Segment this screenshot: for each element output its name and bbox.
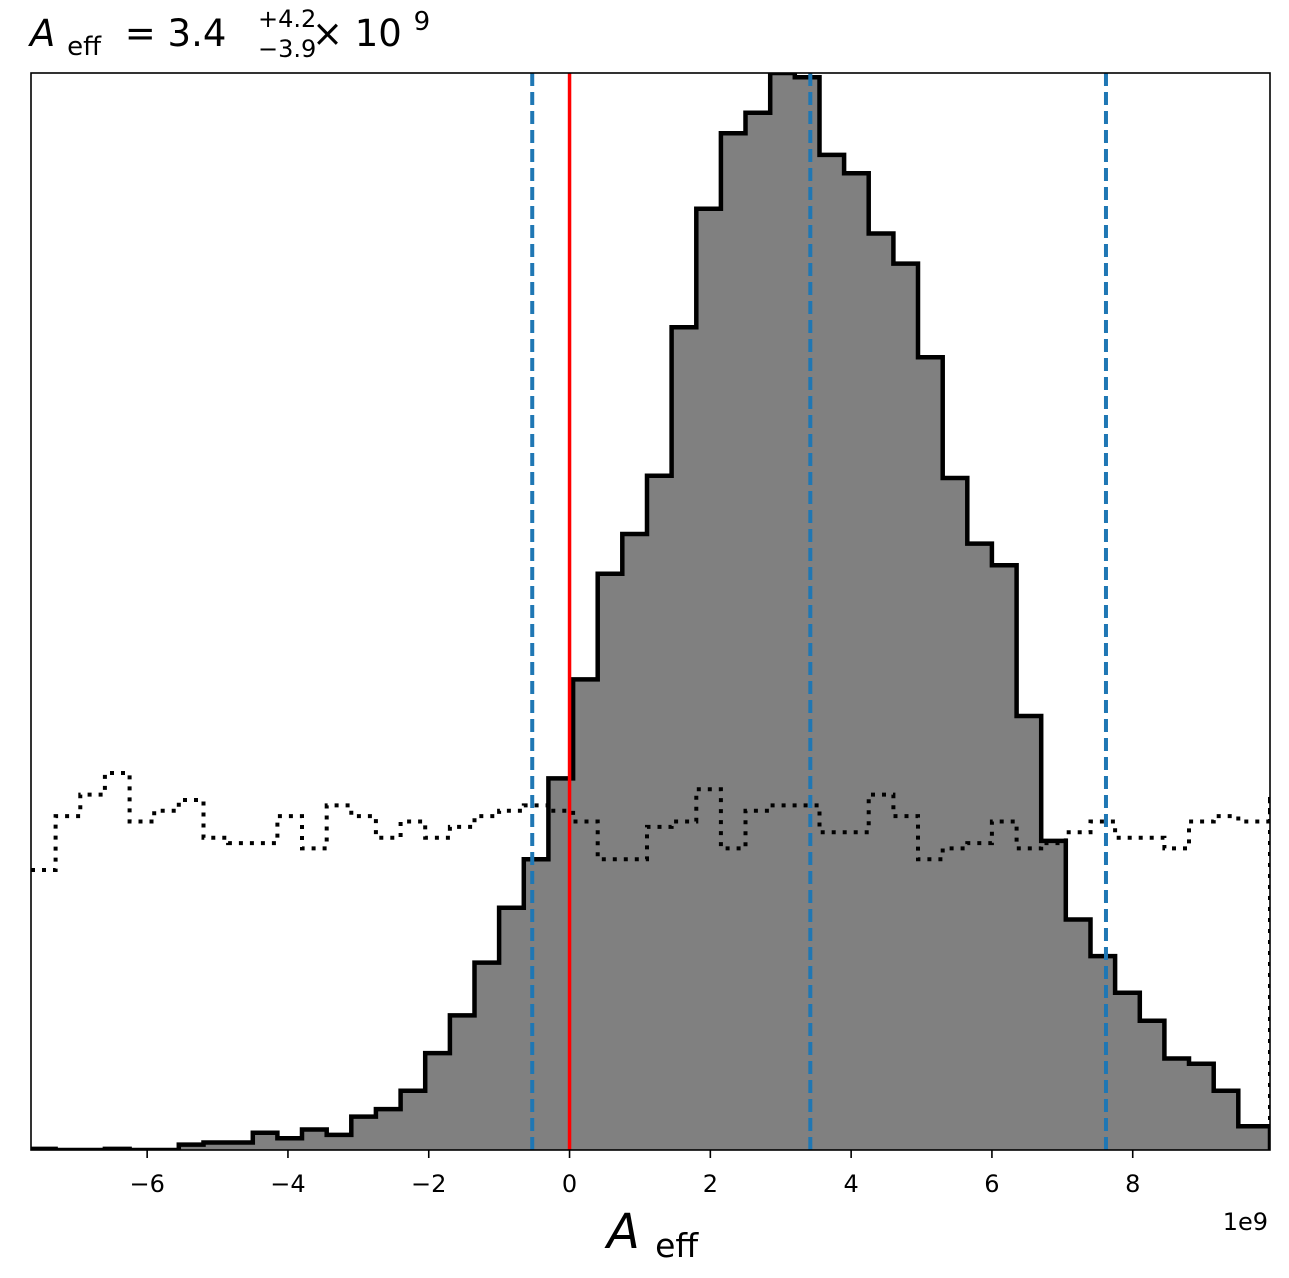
- x-axis-label-variable: A: [604, 1204, 640, 1260]
- title-exponent: 9: [414, 7, 431, 37]
- svg-text:A eff = 3.4: A eff = 3.4: [28, 12, 226, 64]
- chart-title: A eff = 3.4 +4.2 −3.9 × 10 9: [28, 5, 430, 64]
- axes-frame: [30, 72, 1271, 1151]
- title-variable-subscript: eff: [67, 32, 102, 62]
- x-tick-label: 0: [562, 1170, 577, 1198]
- prior-histogram-dotted: [31, 771, 1270, 1150]
- x-tick-label: 6: [984, 1170, 999, 1198]
- x-tick-label: −4: [270, 1170, 305, 1198]
- x-axis-offset-label: 1e9: [1223, 1208, 1268, 1236]
- title-variable: A: [28, 12, 55, 55]
- x-tick-label: 2: [703, 1170, 718, 1198]
- posterior-histogram-outline: [31, 73, 1270, 1150]
- x-axis-ticks: −6 −4 −2 0 2 4 6 8: [129, 1150, 1140, 1198]
- svg-text:× 10 9: × 10 9: [312, 7, 430, 55]
- x-tick-label: −2: [411, 1170, 446, 1198]
- x-axis-label: A eff: [604, 1204, 699, 1265]
- x-tick-label: 4: [843, 1170, 858, 1198]
- x-tick-label: −6: [129, 1170, 164, 1198]
- plot-area: [31, 73, 1270, 1150]
- x-tick-label: 8: [1125, 1170, 1140, 1198]
- x-axis-label-subscript: eff: [655, 1226, 699, 1265]
- title-multiplier: × 10: [312, 12, 402, 55]
- title-upper-error: +4.2: [258, 5, 316, 33]
- posterior-histogram-fill: [31, 73, 1270, 1150]
- title-lower-error: −3.9: [258, 35, 316, 63]
- title-median: = 3.4: [125, 12, 227, 55]
- vertical-lines: [530, 73, 1108, 1150]
